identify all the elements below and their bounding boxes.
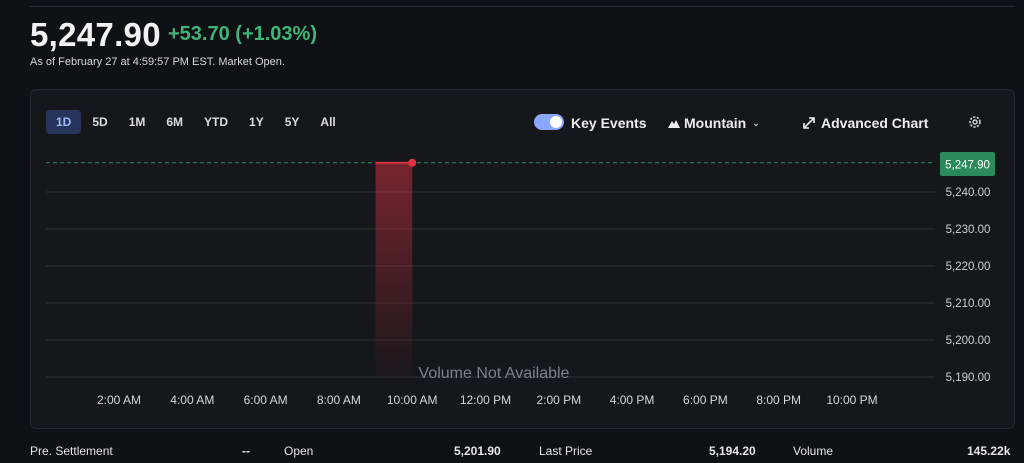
x-tick-label: 8:00 PM bbox=[756, 393, 801, 407]
x-tick-label: 4:00 AM bbox=[170, 393, 214, 407]
price-area bbox=[375, 158, 417, 378]
last-price-point bbox=[408, 158, 417, 167]
volume-value: 145.22k bbox=[967, 444, 1011, 458]
key-events-toggle[interactable] bbox=[534, 114, 564, 130]
range-5d[interactable]: 5D bbox=[92, 115, 108, 129]
x-tick-label: 10:00 PM bbox=[826, 393, 877, 407]
range-all[interactable]: All bbox=[320, 115, 336, 129]
pre-settlement-value: -- bbox=[242, 444, 250, 458]
y-tick-label: 5,220.00 bbox=[946, 261, 991, 273]
advanced-chart-label: Advanced Chart bbox=[821, 115, 929, 131]
x-axis: 2:00 AM 4:00 AM 6:00 AM 8:00 AM 10:00 AM 12:0… bbox=[97, 393, 878, 407]
range-1d[interactable]: 1D bbox=[46, 110, 82, 134]
last-price-value: 5,194.20 bbox=[709, 444, 756, 458]
key-events-label: Key Events bbox=[571, 115, 647, 131]
pre-settlement-label: Pre. Settlement bbox=[30, 444, 113, 458]
stats-bar: Pre. Settlement -- Open 5,201.90 Last Pr… bbox=[30, 442, 1015, 463]
y-tick-label: 5,210.00 bbox=[946, 298, 991, 310]
quote-change: +53.70 (+1.03%) bbox=[168, 23, 317, 45]
y-tick-label: 5,230.00 bbox=[946, 224, 991, 236]
range-6m[interactable]: 6M bbox=[166, 115, 184, 129]
open-value: 5,201.90 bbox=[454, 444, 501, 458]
mountain-icon bbox=[668, 120, 680, 128]
x-tick-label: 6:00 AM bbox=[244, 393, 288, 407]
y-tick-label: 5,200.00 bbox=[946, 335, 991, 347]
quote-price: 5,247.90 bbox=[30, 16, 161, 53]
last-price-label: Last Price bbox=[539, 444, 593, 458]
quote-timestamp: As of February 27 at 4:59:57 PM EST. Mar… bbox=[30, 56, 285, 68]
x-tick-label: 4:00 PM bbox=[610, 393, 655, 407]
y-tick-label: 5,240.00 bbox=[946, 187, 991, 199]
range-ytd[interactable]: YTD bbox=[204, 115, 229, 129]
current-price-tag bbox=[940, 152, 995, 176]
x-tick-label: 12:00 PM bbox=[460, 393, 511, 407]
chart-card bbox=[30, 89, 1015, 429]
advanced-chart-button[interactable]: Advanced Chart bbox=[803, 115, 928, 131]
x-tick-label: 2:00 AM bbox=[97, 393, 141, 407]
chart-style-dropdown[interactable]: Mountain ⌄ bbox=[668, 115, 760, 131]
settings-gear-icon[interactable] bbox=[967, 114, 983, 130]
header-divider bbox=[30, 6, 1015, 7]
range-1m[interactable]: 1M bbox=[128, 115, 146, 129]
chart-style-label: Mountain bbox=[684, 115, 747, 131]
price-area-fill bbox=[375, 162, 413, 378]
x-tick-label: 8:00 AM bbox=[317, 393, 361, 407]
volume-not-available-note: Volume Not Available bbox=[419, 365, 570, 382]
chart-gridlines bbox=[46, 162, 935, 378]
x-tick-label: 10:00 AM bbox=[387, 393, 438, 407]
range-selector: 1D 5D 1M 6M YTD 1Y 5Y All bbox=[46, 110, 347, 134]
open-label: Open bbox=[284, 444, 314, 458]
toggle-knob bbox=[550, 116, 562, 128]
expand-icon bbox=[803, 117, 815, 129]
chevron-down-icon: ⌄ bbox=[752, 117, 760, 128]
x-tick-label: 2:00 PM bbox=[536, 393, 581, 407]
range-1y[interactable]: 1Y bbox=[249, 115, 264, 129]
y-tick-label: 5,190.00 bbox=[946, 372, 991, 384]
x-tick-label: 6:00 PM bbox=[683, 393, 728, 407]
volume-label: Volume bbox=[793, 444, 834, 458]
range-5y[interactable]: 5Y bbox=[284, 115, 300, 129]
current-price-tag-label: 5,247.90 bbox=[945, 160, 990, 172]
y-axis: 5,240.00 5,230.00 5,220.00 5,210.00 5,200.00… bbox=[946, 187, 991, 384]
